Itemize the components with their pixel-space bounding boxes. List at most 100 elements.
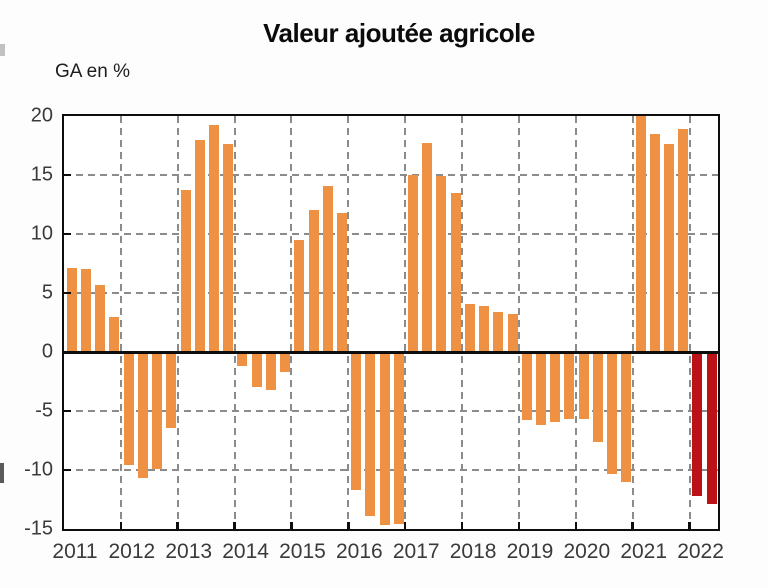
v-gridline [119, 116, 122, 529]
bar [194, 139, 205, 352]
bar [336, 212, 347, 352]
x-tick-label: 2011 [52, 540, 98, 563]
bar [479, 305, 490, 352]
y-axis-unit-label: GA en % [55, 61, 130, 82]
bar [521, 352, 532, 421]
y-tick-mark [64, 350, 71, 354]
y-tick-label: -15 [24, 517, 53, 540]
y-tick-label: 5 [41, 281, 53, 304]
v-gridline [176, 116, 179, 529]
bar [663, 144, 674, 352]
x-tick-label: 2017 [392, 540, 440, 563]
bar [166, 352, 177, 428]
h-gridline [64, 410, 718, 412]
x-tick-label: 2014 [222, 540, 269, 563]
x-tick-mark [176, 522, 179, 529]
bar [422, 143, 433, 352]
bar [692, 352, 703, 496]
bar [649, 133, 660, 352]
bar [123, 352, 134, 466]
bar [95, 284, 106, 352]
bar [607, 352, 618, 474]
x-tick-mark [347, 522, 350, 529]
x-tick-mark [290, 522, 293, 529]
v-gridline [517, 116, 520, 529]
x-tick-label: 2016 [335, 540, 383, 563]
v-gridline [574, 116, 577, 529]
x-tick-label: 2020 [563, 540, 611, 563]
bar [564, 352, 575, 420]
h-gridline [64, 469, 718, 471]
bar [493, 311, 504, 352]
bar [137, 352, 148, 479]
bar [550, 352, 561, 422]
bar [294, 239, 305, 352]
v-gridline [404, 116, 407, 529]
bar [464, 303, 475, 352]
bar [365, 352, 376, 517]
bar [208, 125, 219, 352]
h-gridline [64, 292, 718, 294]
edge-artifact [0, 463, 4, 483]
bar [223, 144, 234, 352]
y-tick-mark [64, 291, 71, 295]
v-gridline [290, 116, 293, 529]
x-tick-label: 2018 [449, 540, 497, 563]
y-tick-mark [64, 468, 71, 472]
bar [535, 352, 546, 426]
x-tick-mark [403, 522, 407, 529]
zero-line [64, 350, 718, 354]
bar [592, 352, 603, 442]
bar [507, 314, 518, 352]
y-tick-mark [64, 409, 71, 413]
x-tick-mark [119, 522, 123, 529]
bar [621, 352, 632, 482]
x-tick-mark [574, 522, 578, 529]
x-tick-label: 2019 [506, 540, 554, 563]
x-tick-mark [233, 522, 236, 529]
x-tick-label: 2021 [620, 540, 668, 563]
v-gridline [233, 116, 236, 529]
y-tick-label: -5 [35, 399, 53, 422]
h-gridline [64, 174, 718, 176]
chart-title: Valeur ajoutée agricole [263, 18, 535, 48]
x-tick-label: 2013 [165, 540, 213, 563]
y-tick-mark [64, 232, 71, 236]
x-tick-label: 2015 [279, 540, 326, 563]
bar [81, 269, 92, 352]
bar [436, 176, 447, 352]
bar [408, 175, 419, 352]
h-gridline [64, 233, 718, 235]
bar [635, 116, 646, 352]
x-tick-label: 2012 [108, 540, 156, 563]
bar [66, 268, 77, 352]
bar [379, 352, 390, 526]
bar [678, 128, 689, 352]
y-tick-label: -10 [24, 458, 53, 481]
bar [180, 190, 191, 352]
y-tick-label: 20 [30, 104, 53, 127]
bar [450, 192, 461, 352]
bar [322, 185, 333, 352]
v-gridline [461, 116, 464, 529]
v-gridline [347, 116, 350, 529]
x-tick-mark [631, 522, 634, 529]
y-tick-label: 15 [30, 163, 53, 186]
bar [280, 352, 291, 373]
y-tick-label: 10 [30, 222, 53, 245]
bar [152, 352, 163, 469]
bar [265, 352, 276, 390]
plot-area: 20 15 10 5 0 -5 -10 -15 2011 2012 2013 2014 2015 2016… [24, 105, 724, 564]
x-tick-mark [517, 522, 521, 529]
bar [308, 210, 319, 352]
y-tick-label: 0 [41, 340, 53, 363]
x-tick-label: 2022 [677, 540, 724, 563]
bar [109, 316, 120, 352]
v-gridline [631, 116, 634, 529]
y-tick-mark [64, 173, 71, 177]
edge-artifact [0, 44, 5, 56]
bar [706, 352, 717, 505]
bar [578, 352, 589, 420]
v-gridline [688, 116, 691, 529]
x-tick-mark [688, 522, 691, 529]
